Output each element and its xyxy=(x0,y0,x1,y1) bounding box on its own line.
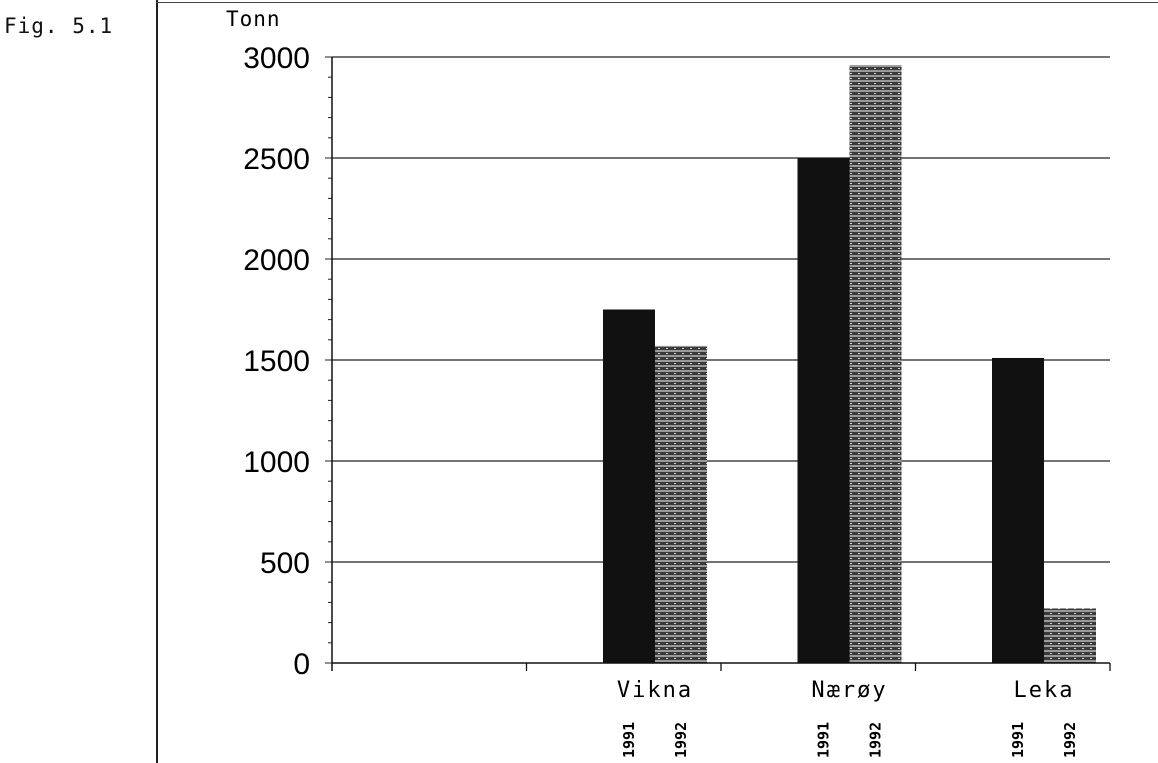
bar-Vikna-1991 xyxy=(603,309,655,663)
year-label-Nærøy-1992: 1992 xyxy=(867,722,885,758)
bar-Leka-1992 xyxy=(1044,608,1096,663)
category-label-Vikna: Vikna xyxy=(617,678,693,703)
year-label-Leka-1991: 1991 xyxy=(1009,722,1027,758)
year-label-Leka-1992: 1992 xyxy=(1061,722,1079,758)
figure-top-border xyxy=(156,2,1158,3)
y-tick-label-500: 500 xyxy=(260,547,310,580)
bar-Nærøy-1992 xyxy=(849,65,902,663)
y-tick-label-1000: 1000 xyxy=(243,446,310,479)
year-label-Nærøy-1991: 1991 xyxy=(815,722,833,758)
bar-Leka-1991 xyxy=(992,357,1044,663)
y-tick-label-1500: 1500 xyxy=(243,345,310,378)
figure-frame-border xyxy=(156,0,158,763)
bar-Vikna-1992 xyxy=(655,345,707,663)
y-tick-label-0: 0 xyxy=(293,648,310,681)
year-label-Vikna-1992: 1992 xyxy=(672,722,690,758)
y-axis-title: Tonn xyxy=(226,7,281,31)
figure-label: Fig. 5.1 xyxy=(4,14,114,38)
category-label-Nærøy: Nærøy xyxy=(811,678,887,703)
bar-Nærøy-1991 xyxy=(797,158,850,663)
year-label-Vikna-1991: 1991 xyxy=(620,722,638,758)
y-tick-label-2500: 2500 xyxy=(243,143,310,176)
y-tick-label-3000: 3000 xyxy=(243,42,310,75)
category-label-Leka: Leka xyxy=(1014,678,1075,703)
y-tick-label-2000: 2000 xyxy=(243,244,310,277)
